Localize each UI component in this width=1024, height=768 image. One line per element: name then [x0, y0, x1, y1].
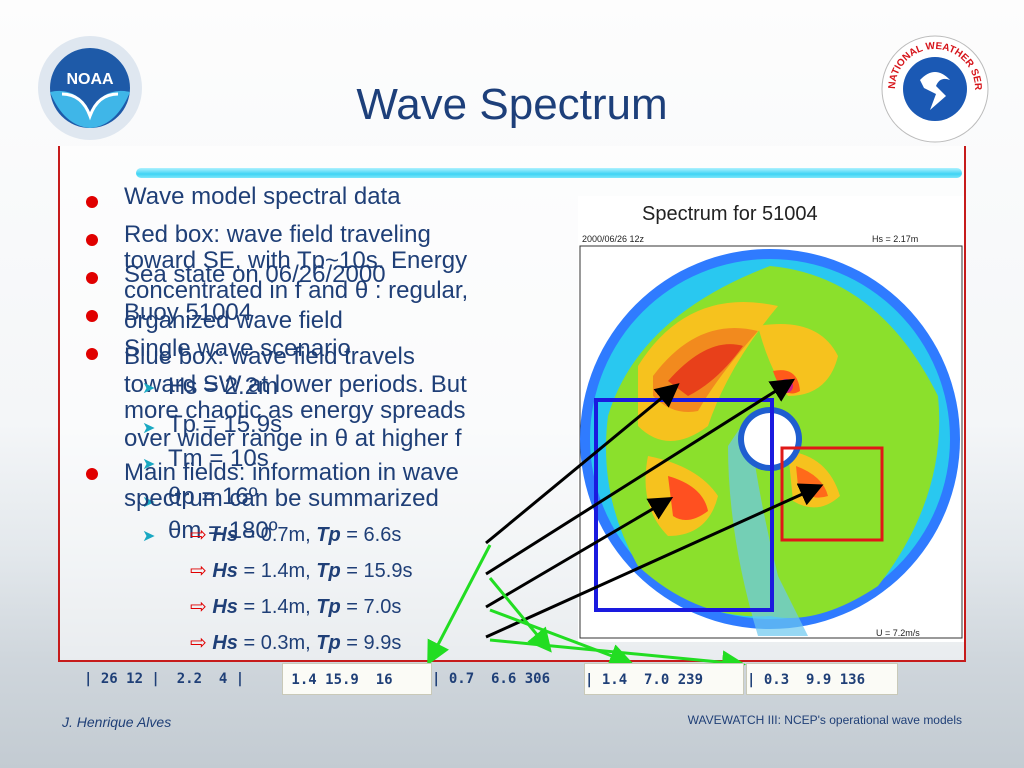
tp-label: Tp: [316, 596, 341, 618]
nws-logo: NATIONAL WEATHER SERVICE: [880, 34, 989, 143]
data-segment: | 0.3 9.9 136: [746, 663, 898, 695]
arrow-right-icon: ⇨: [190, 560, 207, 582]
sub-bullet-arrow-icon: ➤: [142, 420, 156, 437]
arrow-right-icon: ⇨: [190, 596, 207, 618]
sub-bullet-text: Tp = 15.9s: [168, 411, 283, 438]
noaa-logo-text: NOAA: [66, 71, 114, 88]
bullet-text: Main fields: information in wave: [124, 459, 459, 486]
bullet-text: organized wave field: [124, 307, 343, 334]
noaa-logo: NOAA: [38, 36, 142, 140]
hs-value: = 0.3m,: [243, 632, 311, 654]
bullet-dot: [86, 272, 98, 284]
spectrum-plot: Spectrum for 51004 2000/06/26 12z Hs = 2…: [578, 196, 964, 642]
spectrum-hs: Hs = 2.17m: [872, 234, 918, 244]
spectrum-title: Spectrum for 51004: [642, 203, 818, 225]
green-arrow-2: [488, 577, 552, 653]
bullet-text: over wider range in θ at higher f: [124, 425, 462, 452]
green-arrow-4: [489, 638, 746, 675]
spectrum-wind: U = 7.2m/s: [876, 628, 920, 638]
bullet-text: Wave model spectral data: [124, 183, 401, 210]
red-box: [780, 446, 884, 542]
bullet-text: toward SW at lower periods. But: [124, 371, 467, 398]
slide-title: Wave Spectrum: [356, 80, 668, 129]
hs-tp-row: ⇨ Hs = 0.7m, Tp = 6.6s: [190, 522, 401, 547]
bullet-text: Single wave scenario: [124, 335, 351, 362]
hs-value: = 1.4m,: [243, 560, 311, 582]
bullet-dot: [86, 468, 98, 480]
data-segment: | 1.4 7.0 239: [584, 663, 744, 695]
tp-value: = 15.9s: [346, 560, 413, 582]
hs-label: Hs: [212, 596, 238, 618]
tp-value: = 6.6s: [346, 524, 402, 546]
green-arrow-3: [489, 608, 634, 667]
hs-value: = 0.7m,: [243, 524, 311, 546]
arrow-to-left: [485, 496, 674, 609]
bullet-text: concentrated in f and θ : regular,: [124, 277, 469, 304]
bullet-text: Buoy 51004: [124, 299, 253, 326]
tp-label: Tp: [316, 632, 341, 654]
bullet-text: toward SE, with Tp~10s. Energy: [124, 247, 468, 274]
tp-value: = 7.0s: [346, 596, 402, 618]
sub-bullet-text: θm = 180º: [168, 517, 278, 544]
hs-label: Hs: [212, 632, 238, 654]
hs-tp-row: ⇨ Hs = 1.4m, Tp = 7.0s: [190, 594, 401, 619]
data-segment-header: | 26 12 | 2.2 4 |: [84, 671, 245, 687]
bullet-text: more chaotic as energy spreads: [124, 397, 466, 424]
green-arrow-1: [427, 544, 492, 666]
data-segment: 1.4 15.9 16: [282, 663, 432, 695]
tp-label: Tp: [316, 560, 341, 582]
bullet-dot: [86, 196, 98, 208]
arrow-right-icon: ⇨: [190, 524, 207, 546]
tp-label: Tp: [316, 524, 341, 546]
arrow-to-blue: [485, 383, 680, 545]
data-segment: | 0.7 6.6 306: [432, 671, 559, 687]
sub-bullet-arrow-icon: ➤: [142, 528, 156, 545]
sub-bullet-arrow-icon: ➤: [142, 380, 156, 397]
sub-bullet-arrow-icon: ➤: [142, 456, 156, 473]
arrow-to-center: [485, 378, 796, 576]
hs-tp-row: ⇨ Hs = 1.4m, Tp = 15.9s: [190, 558, 412, 583]
title-underline-bar: [136, 168, 962, 178]
hs-tp-row: ⇨ Hs = 0.3m, Tp = 9.9s: [190, 630, 401, 655]
arrow-to-red: [485, 483, 824, 639]
footer-author: J. Henrique Alves: [62, 714, 172, 730]
sub-bullet-arrow-icon: ➤: [142, 494, 156, 511]
sub-bullet-text: Hs = 2.2m: [168, 373, 279, 400]
arrow-right-icon: ⇨: [190, 632, 207, 654]
spectrum-date: 2000/06/26 12z: [582, 234, 645, 244]
bullet-text: Sea state on 06/26/2000: [124, 261, 386, 288]
hs-label: Hs: [212, 524, 238, 546]
bullet-text: Red box: wave field traveling: [124, 221, 431, 248]
hs-label: Hs: [212, 560, 238, 582]
sub-bullet-text: Tm = 10s: [168, 445, 269, 472]
footer-caption: WAVEWATCH III: NCEP's operational wave m…: [687, 713, 962, 727]
hs-value: = 1.4m,: [243, 596, 311, 618]
bullet-text: Blue box: wave field travels: [124, 343, 415, 370]
tp-value: = 9.9s: [346, 632, 402, 654]
bullet-dot: [86, 348, 98, 360]
bullet-dot: [86, 234, 98, 246]
bullet-dot: [86, 310, 98, 322]
bullet-text: spectrum can be summarized: [124, 485, 439, 512]
sub-bullet-text: θp = 16º: [168, 483, 258, 510]
